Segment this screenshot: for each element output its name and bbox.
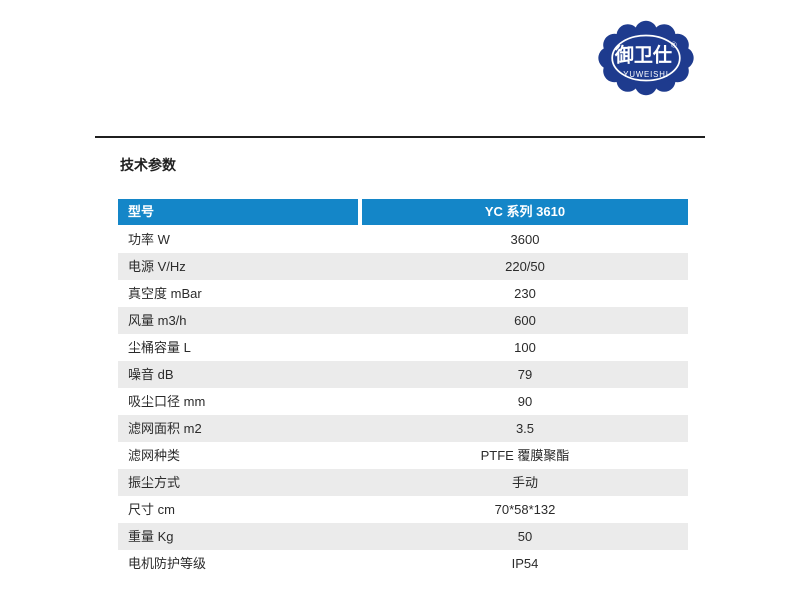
spec-label: 重量 Kg xyxy=(128,529,174,544)
spec-value: 50 xyxy=(517,529,533,544)
model-header-value: YC 系列 3610 xyxy=(362,199,688,225)
spec-label: 尺寸 cm xyxy=(128,502,175,517)
spec-value: 90 xyxy=(517,394,533,409)
spec-label: 滤网面积 m2 xyxy=(128,421,202,436)
spec-value: IP54 xyxy=(511,556,539,571)
spec-value: 手动 xyxy=(511,475,538,490)
spec-label: 风量 m3/h xyxy=(128,313,187,328)
spec-label: 电机防护等级 xyxy=(128,556,207,571)
spec-table: 型号 YC 系列 3610 功率 W 3600 电源 V/Hz 220/50 真… xyxy=(118,199,688,577)
logo-brand-cn: 御卫仕 xyxy=(614,43,672,66)
table-row: 滤网种类 PTFE 覆膜聚酯 xyxy=(118,442,688,469)
spec-label: 电源 V/Hz xyxy=(128,259,186,274)
table-row: 尺寸 cm 70*58*132 xyxy=(118,496,688,523)
spec-value: 79 xyxy=(517,367,533,382)
brand-logo: 御卫仕 ® YUWEISHI xyxy=(594,16,698,100)
table-row: 电机防护等级 IP54 xyxy=(118,550,688,577)
table-header-row: 型号 YC 系列 3610 xyxy=(118,199,688,225)
table-row: 电源 V/Hz 220/50 xyxy=(118,253,688,280)
logo-registered-mark: ® xyxy=(671,41,677,50)
table-row: 吸尘口径 mm 90 xyxy=(118,388,688,415)
divider-line xyxy=(95,136,705,138)
table-row: 风量 m3/h 600 xyxy=(118,307,688,334)
table-row: 重量 Kg 50 xyxy=(118,523,688,550)
table-row: 尘桶容量 L 100 xyxy=(118,334,688,361)
table-row: 噪音 dB 79 xyxy=(118,361,688,388)
spec-value: 3600 xyxy=(510,232,540,247)
table-row: 功率 W 3600 xyxy=(118,226,688,253)
table-row: 真空度 mBar 230 xyxy=(118,280,688,307)
logo-brand-en: YUWEISHI xyxy=(623,70,669,79)
spec-label: 噪音 dB xyxy=(128,367,174,382)
spec-label: 功率 W xyxy=(128,232,170,247)
spec-label: 振尘方式 xyxy=(128,475,181,490)
spec-value: 3.5 xyxy=(515,421,535,436)
spec-label: 吸尘口径 mm xyxy=(128,394,206,409)
section-title: 技术参数 xyxy=(120,157,176,173)
spec-label: 真空度 mBar xyxy=(128,286,202,301)
spec-value: PTFE 覆膜聚酯 xyxy=(480,448,570,463)
table-row: 滤网面积 m2 3.5 xyxy=(118,415,688,442)
table-row: 振尘方式 手动 xyxy=(118,469,688,496)
spec-label: 尘桶容量 L xyxy=(128,340,191,355)
spec-value: 100 xyxy=(514,340,536,355)
spec-value: 70*58*132 xyxy=(494,502,556,517)
model-header-label: 型号 xyxy=(118,199,358,225)
spec-label: 滤网种类 xyxy=(128,448,181,463)
spec-value: 600 xyxy=(514,313,536,328)
seal-logo-icon: 御卫仕 ® YUWEISHI xyxy=(598,20,694,96)
spec-value: 230 xyxy=(514,286,536,301)
spec-value: 220/50 xyxy=(505,259,545,274)
